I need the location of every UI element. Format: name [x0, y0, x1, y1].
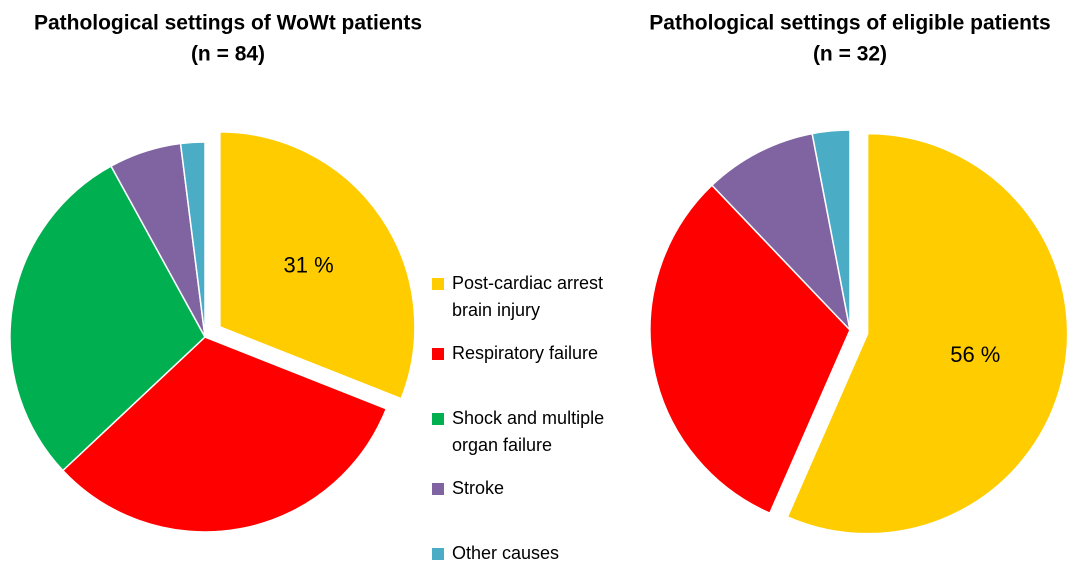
- pie-slice: [786, 132, 1069, 535]
- legend-label: Shock and multiple organ failure: [452, 408, 605, 455]
- legend-item: Shock and multiple organ failure: [432, 405, 647, 459]
- pie-slice: [710, 132, 852, 333]
- pie-slice: [649, 184, 851, 515]
- chart-title: Pathological settings of eligible patien…: [649, 12, 1050, 35]
- legend-swatch: [432, 278, 444, 290]
- legend-swatch: [432, 413, 444, 425]
- legend-item: Stroke: [432, 475, 647, 502]
- legend-item: Respiratory failure: [432, 340, 647, 367]
- legend-swatch: [432, 483, 444, 495]
- pie-slice: [811, 129, 851, 331]
- pie-slice: [219, 131, 416, 400]
- chart-title: Pathological settings of WoWt patients: [34, 12, 422, 35]
- data-label: 56 %: [950, 342, 1000, 367]
- chart-subtitle: (n = 84): [191, 43, 265, 66]
- pie-slice: [9, 165, 206, 472]
- legend-label: Respiratory failure: [452, 343, 599, 363]
- pie-slice: [61, 336, 388, 533]
- pie-slice: [179, 141, 206, 338]
- legend-item: Post-cardiac arrest brain injury: [432, 270, 647, 324]
- legend-swatch: [432, 548, 444, 560]
- legend-item: Other causes: [432, 540, 647, 565]
- data-label: 31 %: [284, 252, 334, 277]
- legend-swatch: [432, 348, 444, 360]
- legend-label: Post-cardiac arrest brain injury: [452, 273, 604, 320]
- legend-label: Stroke: [452, 478, 505, 498]
- legend-label: Other causes: [452, 543, 560, 563]
- chart-subtitle: (n = 32): [813, 43, 887, 66]
